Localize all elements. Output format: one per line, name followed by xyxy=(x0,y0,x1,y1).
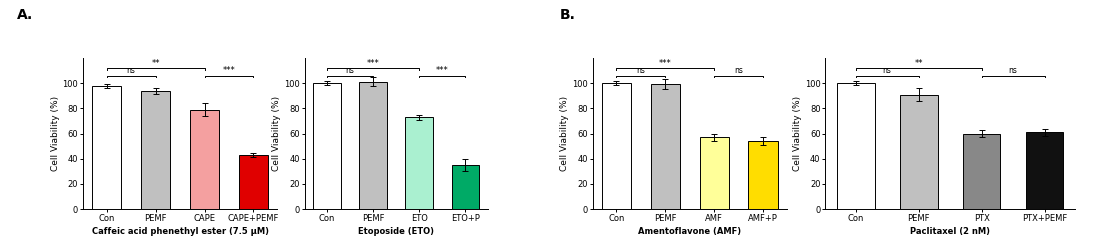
Text: **: ** xyxy=(152,59,160,68)
Text: ***: *** xyxy=(659,59,671,68)
Text: ns: ns xyxy=(735,66,743,75)
Text: ***: *** xyxy=(223,66,235,75)
Bar xyxy=(314,83,341,209)
Bar xyxy=(239,155,268,209)
Bar xyxy=(92,86,121,209)
X-axis label: Caffeic acid phenethyl ester (7.5 μM): Caffeic acid phenethyl ester (7.5 μM) xyxy=(92,227,268,236)
Bar xyxy=(699,137,729,209)
Text: ns: ns xyxy=(1008,66,1017,75)
Bar xyxy=(749,141,778,209)
Y-axis label: Cell Viability (%): Cell Viability (%) xyxy=(273,96,281,171)
Bar xyxy=(837,83,874,209)
Text: **: ** xyxy=(914,59,923,68)
Bar xyxy=(189,110,219,209)
Bar xyxy=(406,117,433,209)
Text: ns: ns xyxy=(636,66,645,75)
Bar xyxy=(650,84,680,209)
Y-axis label: Cell Viability (%): Cell Viability (%) xyxy=(561,96,570,171)
Y-axis label: Cell Viability (%): Cell Viability (%) xyxy=(793,96,802,171)
Bar xyxy=(452,165,479,209)
Text: ***: *** xyxy=(435,66,449,75)
Y-axis label: Cell Viability (%): Cell Viability (%) xyxy=(51,96,60,171)
Bar xyxy=(1026,132,1064,209)
Bar xyxy=(963,134,1001,209)
Text: ns: ns xyxy=(346,66,355,75)
Bar xyxy=(141,91,171,209)
Bar xyxy=(900,94,937,209)
Bar xyxy=(602,83,630,209)
Text: A.: A. xyxy=(17,8,33,22)
Text: B.: B. xyxy=(560,8,575,22)
X-axis label: Etoposide (ETO): Etoposide (ETO) xyxy=(358,227,434,236)
Text: ns: ns xyxy=(883,66,892,75)
X-axis label: Paclitaxel (2 nM): Paclitaxel (2 nM) xyxy=(910,227,991,236)
Text: ns: ns xyxy=(126,66,135,75)
Bar xyxy=(359,82,387,209)
X-axis label: Amentoflavone (AMF): Amentoflavone (AMF) xyxy=(638,227,741,236)
Text: ***: *** xyxy=(367,59,379,68)
